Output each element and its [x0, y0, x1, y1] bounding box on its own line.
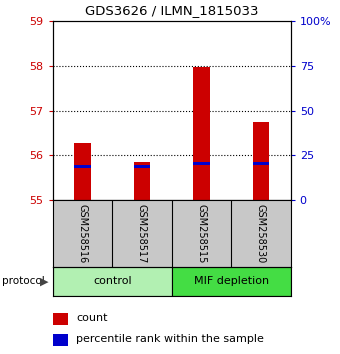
Text: count: count — [76, 313, 108, 323]
Bar — [172, 267, 291, 296]
Bar — [53, 313, 68, 325]
Text: control: control — [93, 276, 132, 286]
Text: percentile rank within the sample: percentile rank within the sample — [76, 335, 264, 344]
Text: protocol: protocol — [2, 276, 45, 286]
Bar — [53, 334, 68, 346]
Text: GSM258517: GSM258517 — [137, 204, 147, 263]
Text: GSM258515: GSM258515 — [197, 204, 206, 263]
Bar — [193, 162, 210, 165]
Bar — [134, 165, 150, 168]
Text: GSM258516: GSM258516 — [78, 204, 87, 263]
Bar — [134, 162, 150, 200]
Text: GSM258530: GSM258530 — [256, 204, 266, 263]
Text: ▶: ▶ — [40, 276, 49, 286]
Bar — [253, 162, 269, 165]
Bar — [193, 67, 210, 200]
Title: GDS3626 / ILMN_1815033: GDS3626 / ILMN_1815033 — [85, 4, 258, 17]
Bar — [53, 267, 172, 296]
Text: MIF depletion: MIF depletion — [194, 276, 269, 286]
Bar — [253, 122, 269, 200]
Bar — [74, 143, 91, 200]
Bar — [74, 165, 91, 168]
